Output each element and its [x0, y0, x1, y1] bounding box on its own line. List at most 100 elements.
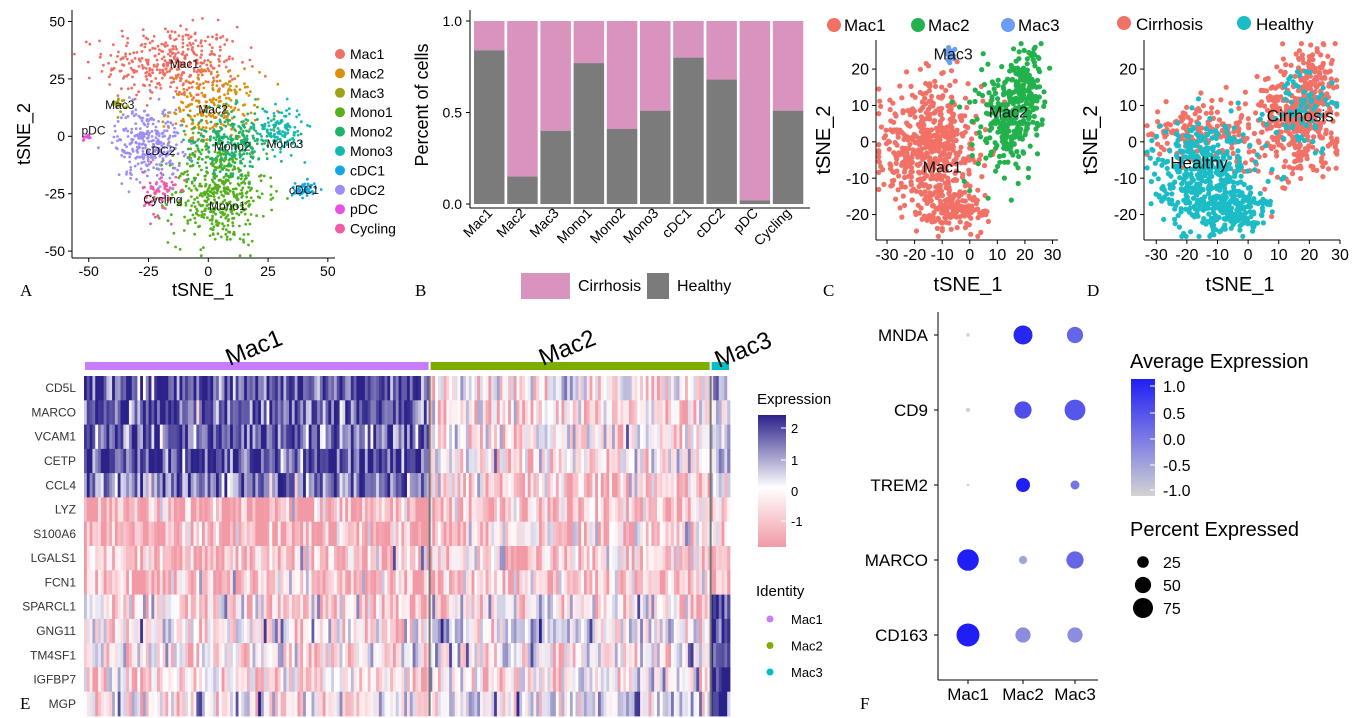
- panel-a-point-mono2: [196, 161, 200, 165]
- panel-e-cell-marco: [297, 400, 301, 425]
- panel-e-cell-cd5l: [269, 376, 273, 401]
- panel-c-point-mac1: [934, 225, 941, 231]
- panel-e-cell-cd5l: [654, 376, 658, 401]
- panel-a-point-mac2: [242, 114, 246, 117]
- panel-a-point-mac2: [211, 108, 215, 112]
- panel-c-point-mac1: [912, 94, 918, 100]
- panel-a-point-mac2: [188, 92, 192, 95]
- panel-c-point-mac2: [990, 81, 997, 87]
- panel-a-point-mac2: [211, 83, 215, 87]
- panel-c-point-mac1: [926, 144, 932, 150]
- panel-e-cell-marco: [173, 400, 178, 425]
- panel-e-cell-marco: [460, 400, 464, 425]
- panel-d-point-healthy: [1195, 96, 1202, 102]
- panel-a-point-mac2: [186, 104, 190, 108]
- panel-a-point-mac1: [148, 48, 152, 52]
- panel-a-point-mac1: [224, 65, 228, 69]
- panel-e-cell-marco: [345, 400, 349, 425]
- panel-a-point-mono1: [193, 216, 197, 220]
- panel-a-point-mac1: [135, 93, 139, 97]
- panel-a-point-cdc2: [157, 97, 161, 101]
- panel-d-point-healthy: [1297, 72, 1303, 78]
- panel-a-point-mono1: [183, 215, 187, 219]
- panel-a-point-mono1: [242, 208, 245, 211]
- panel-a-point-mono2: [245, 176, 248, 180]
- panel-a-point-mac1: [193, 59, 196, 63]
- panel-e-cell-cd5l: [145, 376, 149, 401]
- panel-a-point-mono1: [184, 201, 188, 205]
- panel-a-point-cdc2: [176, 131, 180, 135]
- panel-d-point-cirrhosis: [1236, 105, 1242, 111]
- panel-a-point-mac1: [100, 70, 104, 73]
- panel-a-point-cdc2: [116, 120, 120, 123]
- panel-e-cell-marco: [308, 400, 312, 425]
- panel-e-cell-marco: [232, 400, 237, 425]
- panel-d-point-cirrhosis: [1308, 56, 1314, 62]
- panel-b-xtick-label-mac2: Mac2: [493, 205, 529, 241]
- panel-a-point-mac1: [140, 64, 144, 67]
- panel-a-point-mac3: [116, 104, 120, 108]
- panel-a-point-mac1: [135, 51, 139, 54]
- panel-e-cell-marco: [449, 400, 453, 425]
- panel-a-point-mono1: [216, 154, 220, 158]
- panel-a-point-mac1: [182, 64, 186, 68]
- panel-c-point-mac2: [1028, 103, 1034, 109]
- panel-a-point-mac1: [208, 43, 212, 47]
- panel-c-point-mac1: [939, 70, 945, 76]
- panel-a-point-mac2: [204, 126, 208, 130]
- panel-e-cell-marco: [412, 400, 416, 425]
- panel-e-cell-cd5l: [687, 376, 692, 401]
- panel-a-point-mac1: [231, 39, 235, 43]
- panel-a-point-mono2: [214, 131, 218, 135]
- panel-a-point-cdc2: [160, 167, 164, 171]
- panel-c-point-mac1: [930, 191, 936, 197]
- panel-a-point-cdc2: [155, 163, 159, 166]
- panel-e-cell-marco: [606, 400, 610, 425]
- panel-e-cell-cd5l: [437, 376, 442, 401]
- panel-a-point-mac1: [117, 50, 120, 54]
- panel-d-point-healthy: [1183, 133, 1189, 139]
- panel-d-point-healthy: [1189, 175, 1195, 181]
- panel-a-point-cdc2: [152, 118, 156, 122]
- panel-c-point-mac1: [936, 106, 942, 112]
- panel-a-point-mac1: [121, 57, 125, 60]
- panel-a-point-cycling: [163, 207, 167, 210]
- panel-e-cell-cd5l: [390, 376, 394, 401]
- panel-a-point-mono2: [252, 136, 255, 140]
- panel-a-point-mono1: [209, 210, 212, 214]
- panel-d-point-healthy: [1195, 197, 1201, 203]
- panel-d-point-healthy: [1167, 185, 1173, 191]
- panel-d-point-cirrhosis: [1328, 135, 1334, 141]
- panel-d-point-cirrhosis: [1164, 140, 1170, 146]
- panel-a-point-mono1: [236, 167, 240, 170]
- panel-e-cell-cd5l: [482, 376, 487, 401]
- panel-a-point-mono2: [227, 137, 230, 141]
- panel-c-point-mac2: [1024, 67, 1030, 73]
- panel-a-point-mac2: [191, 136, 194, 139]
- panel-c-label-mac3: Mac3: [934, 47, 973, 64]
- panel-a-point-mac2: [210, 100, 214, 104]
- panel-c-point-mac1: [895, 134, 901, 140]
- panel-e-cell-marco: [193, 400, 197, 425]
- panel-d-ytick-label: 10: [1119, 98, 1137, 115]
- panel-a-point-mono1: [190, 204, 194, 208]
- panel-e-cell-marco: [359, 400, 363, 425]
- panel-a-point-mono1: [240, 188, 244, 192]
- panel-a-point-mono1: [200, 215, 204, 219]
- panel-d-point-healthy: [1222, 189, 1228, 195]
- panel-a-point-mac1: [135, 70, 139, 73]
- panel-e-cell-marco: [384, 400, 388, 425]
- panel-c-point-mac2: [1036, 94, 1042, 100]
- panel-c-point-mac1: [966, 206, 972, 212]
- panel-d-point-cirrhosis: [1294, 157, 1300, 164]
- panel-a-point-cycling: [160, 176, 163, 180]
- panel-c-point-mac1: [899, 145, 906, 151]
- panel-e-cell-marco: [547, 400, 551, 425]
- panel-e-cell-cd5l: [597, 376, 602, 401]
- panel-a-point-mac1: [184, 33, 188, 37]
- panel-c-point-mac2: [957, 104, 963, 110]
- panel-d-point-healthy: [1283, 125, 1289, 131]
- panel-d-xtick-label: 20: [1300, 247, 1318, 264]
- panel-a-point-cycling: [174, 175, 178, 179]
- panel-a-point-mono1: [235, 212, 239, 215]
